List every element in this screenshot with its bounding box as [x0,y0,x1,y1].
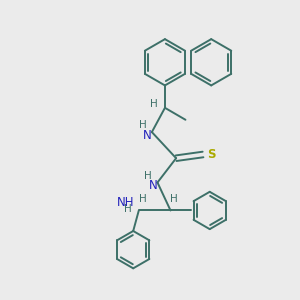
Text: H: H [139,120,146,130]
Text: H: H [144,171,152,181]
Text: H: H [124,204,132,214]
Text: H: H [151,99,158,109]
Text: N: N [143,129,152,142]
Text: NH: NH [117,196,134,209]
Text: H: H [169,194,177,204]
Text: S: S [207,148,215,161]
Text: H: H [139,194,146,204]
Text: N: N [149,179,158,192]
